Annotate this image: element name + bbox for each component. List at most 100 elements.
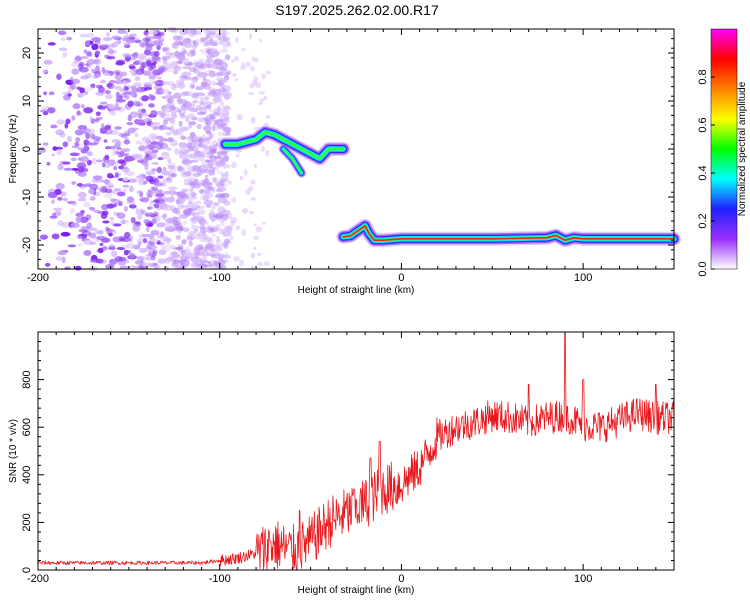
noise-blob — [207, 132, 215, 139]
noise-blob — [258, 101, 264, 106]
noise-blob — [84, 250, 92, 255]
noise-blob — [96, 235, 107, 241]
noise-blob — [91, 157, 97, 165]
noise-blob — [150, 262, 156, 268]
noise-blob — [181, 188, 189, 193]
noise-blob — [107, 229, 115, 233]
snr-axes: -200 -100 0 100 0 200 400 600 800 — [21, 331, 675, 585]
noise-blob — [93, 70, 102, 78]
noise-blob — [178, 51, 184, 56]
noise-blob — [144, 164, 149, 171]
noise-blob — [167, 26, 177, 33]
noise-blob — [162, 47, 168, 52]
noise-blob — [209, 208, 215, 213]
noise-blob — [171, 207, 181, 214]
noise-blob — [127, 157, 136, 162]
noise-blob — [118, 132, 126, 137]
noise-blob — [171, 123, 176, 127]
noise-blob — [130, 216, 136, 224]
noise-blob — [161, 95, 167, 100]
noise-blob — [51, 212, 56, 217]
noise-blob — [162, 62, 172, 70]
noise-blob — [209, 113, 215, 117]
noise-blob — [209, 36, 214, 42]
noise-blob — [186, 211, 196, 216]
noise-blob — [151, 218, 157, 225]
noise-blob — [177, 167, 185, 172]
noise-blob — [158, 249, 167, 255]
noise-blob — [131, 127, 140, 131]
noise-blob — [78, 62, 85, 67]
noise-blob — [136, 119, 145, 124]
noise-blob — [195, 61, 205, 69]
noise-blob — [218, 180, 225, 186]
noise-blob — [169, 125, 175, 133]
noise-blob — [80, 103, 85, 109]
noise-blob — [241, 62, 245, 67]
noise-blob — [190, 49, 196, 56]
noise-blob — [62, 51, 68, 58]
noise-blob — [221, 242, 229, 248]
noise-blob — [173, 65, 182, 72]
noise-blob — [98, 229, 104, 235]
noise-blob — [222, 127, 231, 131]
noise-blob — [253, 246, 257, 251]
noise-blob — [148, 94, 156, 101]
chart-title: S197.2025.262.02.00.R17 — [275, 2, 439, 18]
noise-blob — [114, 256, 123, 262]
noise-blob — [259, 98, 265, 102]
noise-blob — [129, 185, 134, 193]
noise-blob — [86, 59, 96, 65]
noise-blob — [159, 88, 170, 94]
noise-blob — [145, 170, 156, 176]
noise-blob — [169, 244, 176, 250]
noise-blob — [217, 131, 224, 137]
noise-blob — [152, 81, 161, 85]
noise-blob — [60, 231, 71, 237]
noise-blob — [132, 100, 141, 106]
noise-blob — [120, 237, 131, 243]
ridge-1 — [342, 225, 675, 241]
noise-blob — [66, 36, 72, 41]
noise-blob — [50, 124, 58, 129]
noise-blob — [154, 192, 165, 198]
noise-blob — [148, 74, 157, 80]
noise-blob — [196, 123, 202, 130]
noise-blob — [206, 226, 215, 234]
noise-blob — [140, 209, 145, 214]
noise-blob — [230, 219, 236, 227]
snr-line — [37, 334, 675, 570]
noise-blob — [114, 102, 120, 109]
noise-blob — [66, 200, 77, 205]
noise-blob — [212, 88, 222, 96]
noise-blob — [218, 87, 226, 93]
noise-blob — [128, 252, 136, 259]
noise-blob — [220, 107, 228, 113]
noise-blob — [226, 92, 232, 99]
noise-blob — [221, 88, 226, 92]
noise-blob — [192, 78, 198, 84]
noise-blob — [205, 152, 213, 155]
spectrogram-y-tick-label: -20 — [21, 237, 33, 253]
noise-blob — [134, 39, 142, 44]
spectrogram-x-tick-label: -100 — [209, 272, 231, 284]
noise-blob — [226, 41, 231, 47]
noise-blob — [113, 165, 118, 171]
noise-blob — [226, 130, 231, 136]
noise-blob — [150, 238, 159, 243]
noise-blob — [157, 175, 164, 179]
noise-blob — [156, 166, 162, 174]
noise-blob — [221, 118, 230, 124]
noise-blob — [148, 133, 158, 139]
noise-blob — [77, 243, 82, 247]
noise-blob — [143, 147, 151, 155]
noise-blob — [209, 108, 213, 113]
noise-blob — [205, 168, 211, 174]
noise-blob — [60, 191, 67, 197]
noise-blob — [172, 216, 179, 220]
noise-blob — [169, 117, 176, 124]
noise-blob — [130, 85, 137, 89]
noise-blob — [123, 205, 128, 212]
noise-blob — [207, 91, 218, 97]
noise-blob — [214, 82, 224, 86]
